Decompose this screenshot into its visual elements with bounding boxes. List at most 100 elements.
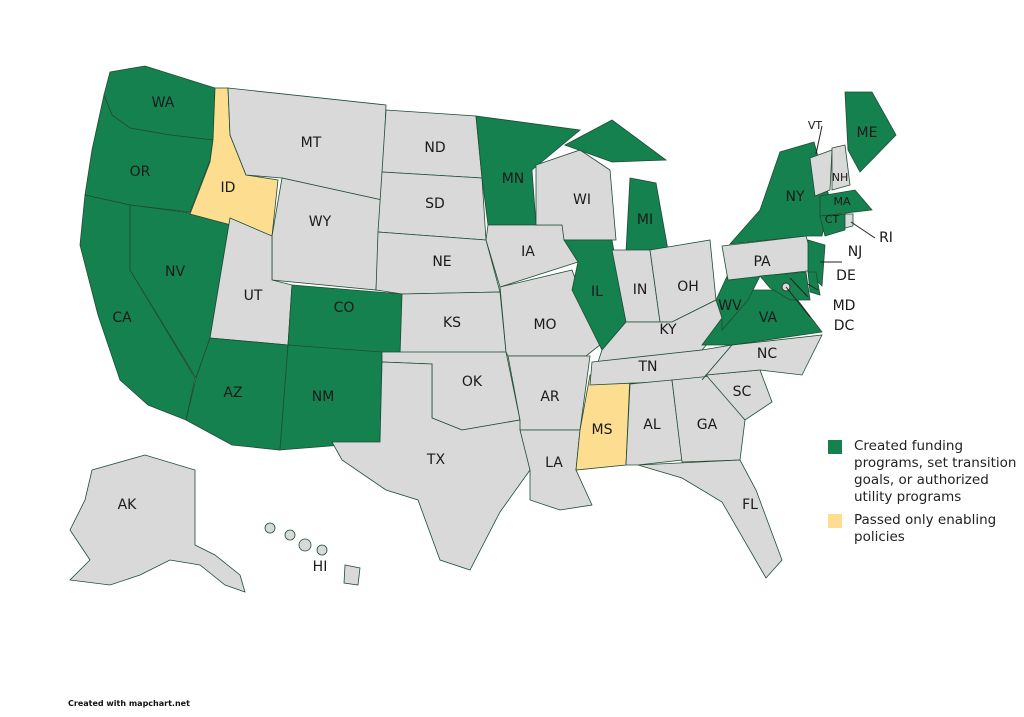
state-shape[interactable] [331, 361, 531, 571]
state-shape[interactable] [844, 213, 854, 229]
state-label: SC [733, 384, 752, 400]
state-label: GA [697, 417, 718, 433]
state-hi[interactable]: HI [264, 522, 361, 586]
state-fl[interactable]: FL [637, 459, 783, 579]
state-label: PA [753, 254, 771, 270]
credit-text: Created with mapchart.net [68, 699, 190, 708]
legend: Created funding programs, set transition… [828, 438, 1018, 552]
state-ms[interactable]: MS [575, 374, 631, 471]
state-label: DC [834, 318, 855, 334]
state-label: ME [857, 125, 878, 141]
state-label: AZ [223, 385, 242, 401]
state-nc[interactable]: NC [701, 334, 823, 381]
leader-line [815, 125, 823, 155]
state-ma[interactable]: MA [819, 189, 873, 217]
state-label: SD [425, 196, 445, 212]
state-nm[interactable]: NM [279, 344, 383, 451]
state-label: WI [573, 192, 591, 208]
state-label: NC [757, 346, 777, 362]
state-label: MN [502, 171, 525, 187]
state-shape[interactable] [343, 564, 361, 586]
state-ar[interactable]: AR [507, 355, 591, 431]
state-label: MT [301, 135, 322, 151]
state-oh[interactable]: OH [649, 239, 717, 323]
state-label: WA [152, 95, 175, 111]
state-sc[interactable]: SC [705, 369, 773, 421]
state-label: UT [244, 288, 263, 304]
legend-item-funding: Created funding programs, set transition… [828, 438, 1018, 506]
state-label: IN [633, 282, 648, 298]
state-ne[interactable]: NE [375, 231, 501, 295]
island-shape [298, 538, 312, 552]
state-label: CA [112, 310, 132, 326]
state-label: MI [637, 212, 653, 228]
state-ri[interactable]: RI [844, 213, 893, 246]
state-label: ND [424, 140, 445, 156]
legend-swatch-yellow [828, 514, 842, 528]
state-ak[interactable]: AK [69, 454, 246, 593]
state-ct[interactable]: CT [819, 213, 846, 237]
state-shape[interactable] [809, 149, 833, 197]
state-label: CT [825, 213, 840, 226]
state-label: AK [118, 497, 138, 513]
state-label: RI [879, 230, 893, 246]
state-shape[interactable] [637, 459, 783, 579]
state-co[interactable]: CO [287, 284, 403, 357]
state-shape[interactable] [625, 379, 683, 466]
state-ks[interactable]: KS [399, 291, 507, 357]
legend-item-enabling: Passed only enabling policies [828, 512, 1018, 546]
state-label: NH [832, 171, 849, 184]
state-label: NV [165, 264, 185, 280]
state-shape[interactable] [271, 177, 383, 291]
state-label: WY [309, 214, 332, 230]
state-label: MS [592, 422, 613, 438]
legend-swatch-green [828, 440, 842, 454]
state-nh[interactable]: NH [831, 144, 851, 191]
state-label: IL [591, 284, 603, 300]
legend-label: Created funding programs, set transition… [854, 438, 1017, 505]
state-label: HI [313, 559, 328, 575]
state-label: NM [312, 389, 335, 405]
state-label: OH [677, 279, 699, 295]
state-shape[interactable] [819, 189, 873, 217]
state-de[interactable]: DE [805, 268, 856, 296]
state-label: DE [836, 268, 856, 284]
state-label: VA [759, 310, 778, 326]
state-pa[interactable]: PA [721, 235, 817, 281]
state-nd[interactable]: ND [381, 109, 483, 179]
state-al[interactable]: AL [625, 379, 683, 466]
state-label: TX [426, 452, 446, 468]
state-tn[interactable]: TN [589, 344, 734, 386]
state-label: WV [718, 298, 742, 314]
leader-line [850, 221, 876, 239]
state-label: NY [785, 189, 804, 205]
state-vt[interactable]: VT [808, 119, 833, 197]
state-label: LA [545, 455, 563, 471]
leader-line [785, 286, 811, 318]
state-shape[interactable] [287, 284, 403, 357]
state-label: NE [432, 254, 451, 270]
island-shape [284, 529, 296, 541]
state-dc[interactable]: DC [781, 282, 855, 334]
island-shape [316, 544, 328, 556]
state-label: VT [808, 119, 823, 132]
state-label: CO [334, 300, 355, 316]
state-label: MD [833, 298, 856, 314]
state-label: TN [637, 359, 657, 375]
state-shape-upper[interactable] [564, 119, 668, 163]
state-label: ID [221, 180, 236, 196]
state-shape[interactable] [819, 213, 846, 237]
state-label: AL [643, 417, 661, 433]
state-shape[interactable] [69, 454, 246, 593]
state-wv[interactable]: WV [715, 269, 761, 332]
state-wy[interactable]: WY [271, 177, 383, 291]
state-shape[interactable] [831, 144, 851, 191]
state-shape[interactable] [844, 91, 897, 173]
state-label: NJ [848, 244, 863, 260]
state-sd[interactable]: SD [377, 171, 487, 241]
state-label: AR [540, 389, 560, 405]
state-label: KS [443, 315, 461, 331]
state-label: MO [533, 317, 556, 333]
state-tx[interactable]: TX [331, 361, 531, 571]
state-me[interactable]: ME [844, 91, 897, 173]
